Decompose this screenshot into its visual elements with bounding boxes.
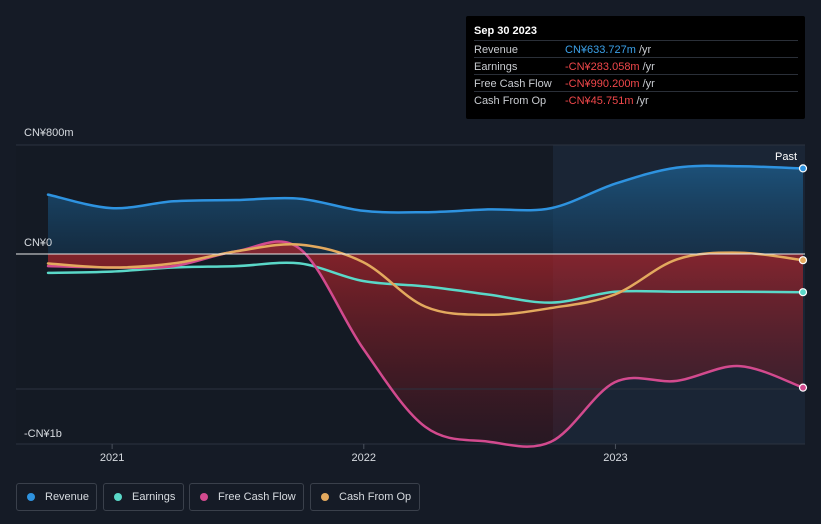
tooltip-value: CN¥633.727m/yr [565,44,652,56]
past-label: Past [775,151,797,163]
legend-item-revenue[interactable]: Revenue [16,483,97,511]
tooltip-label: Revenue [474,44,519,56]
legend-label: Revenue [45,491,90,503]
tooltip-label: Cash From Op [474,95,547,107]
legend-label: Earnings [132,491,176,503]
tooltip-date: Sep 30 2023 [474,25,537,37]
legend-label: Free Cash Flow [218,491,296,503]
x-tick-label: 2023 [603,452,627,464]
series-line-fcf [46,240,805,448]
y-tick-label: CN¥0 [24,237,52,249]
tooltip-row-fcf: Free Cash Flow -CN¥990.200m/yr [474,74,798,92]
tooltip-label: Free Cash Flow [474,78,552,90]
legend-dot-icon [114,493,122,501]
y-tick-label: CN¥800m [24,127,74,139]
revenue-area [48,165,803,254]
end-point-revenue [798,164,808,173]
tooltip-value: -CN¥283.058m/yr [565,61,655,73]
legend-item-cfo[interactable]: Cash From Op [310,483,420,511]
tooltip: Sep 30 2023 Revenue CN¥633.727m/yr Earni… [466,16,805,119]
legend-label: Cash From Op [339,491,412,503]
x-tick-label: 2022 [352,452,376,464]
series-line-earnings [46,261,805,304]
legend-dot-icon [321,493,329,501]
end-point-fcf [798,383,808,392]
series-line-revenue [46,164,805,214]
end-point-earnings [798,288,808,297]
end-point-cfo [798,256,808,265]
legend-item-fcf[interactable]: Free Cash Flow [189,483,304,511]
tooltip-value: -CN¥45.751m/yr [565,95,649,107]
y-tick-label: -CN¥1b [24,428,62,440]
tooltip-row-revenue: Revenue CN¥633.727m/yr [474,40,798,58]
legend-item-earnings[interactable]: Earnings [103,483,184,511]
x-tick-label: 2021 [100,452,124,464]
tooltip-value: -CN¥990.200m/yr [565,78,655,90]
tooltip-label: Earnings [474,61,518,73]
series-line-cfo [46,243,805,317]
tooltip-row-cfo: Cash From Op -CN¥45.751m/yr [474,91,798,109]
legend-dot-icon [27,493,35,501]
legend-dot-icon [200,493,208,501]
tooltip-row-earnings: Earnings -CN¥283.058m/yr [474,57,798,75]
